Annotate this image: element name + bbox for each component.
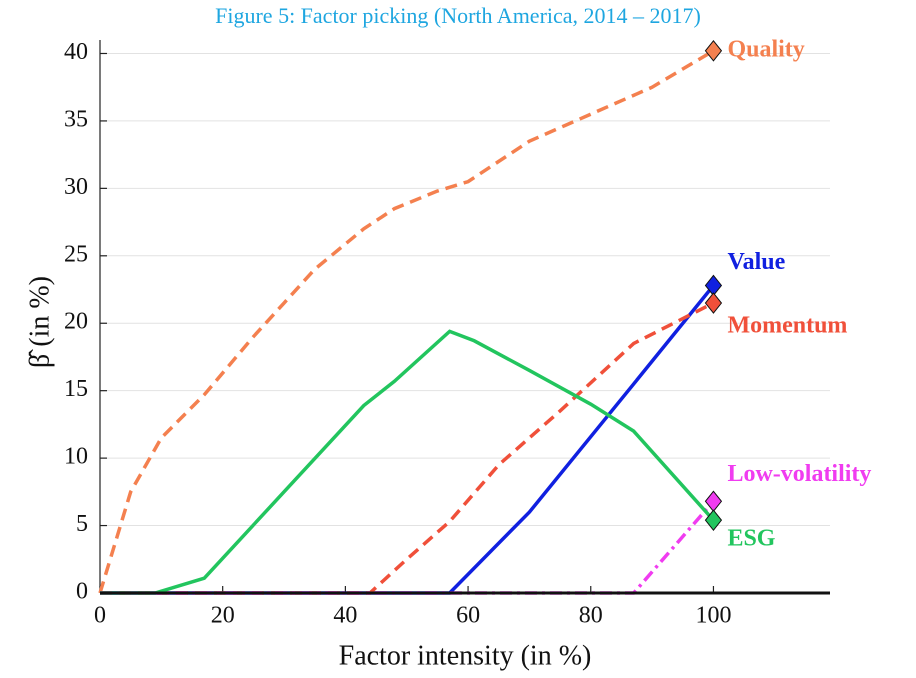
chart-title: Figure 5: Factor picking (North America,… <box>215 3 701 28</box>
x-tick-label: 100 <box>695 603 731 629</box>
y-tick-label: 40 <box>64 39 88 65</box>
y-axis-label: β̂ (in %) <box>24 276 55 368</box>
end-marker <box>704 490 723 513</box>
y-tick-label: 20 <box>64 309 88 335</box>
series-line <box>100 301 715 595</box>
series-label: Value <box>727 249 785 275</box>
end-marker <box>704 39 723 62</box>
series-label: Quality <box>727 36 804 62</box>
y-tick-label: 15 <box>64 376 88 402</box>
series-label: Low-volatility <box>727 461 871 487</box>
series-line <box>100 329 715 595</box>
y-tick-label: 25 <box>64 241 88 267</box>
series-label: ESG <box>727 526 775 552</box>
y-tick-label: 5 <box>76 511 88 537</box>
x-tick-label: 20 <box>211 603 235 629</box>
y-tick-label: 0 <box>76 579 88 605</box>
x-axis-label: Factor intensity (in %) <box>339 640 592 671</box>
end-marker <box>704 509 723 531</box>
y-tick-label: 30 <box>64 174 88 200</box>
y-tick-label: 35 <box>64 106 88 132</box>
x-tick-label: 40 <box>333 603 357 629</box>
series-label: Momentum <box>727 313 847 339</box>
x-tick-label: 60 <box>456 603 480 629</box>
x-tick-label: 0 <box>94 603 106 629</box>
end-marker <box>704 292 723 314</box>
series-line <box>100 500 715 595</box>
y-tick-label: 10 <box>64 444 88 470</box>
series-line <box>100 284 715 595</box>
series-line <box>98 49 715 594</box>
x-tick-label: 80 <box>579 603 603 629</box>
